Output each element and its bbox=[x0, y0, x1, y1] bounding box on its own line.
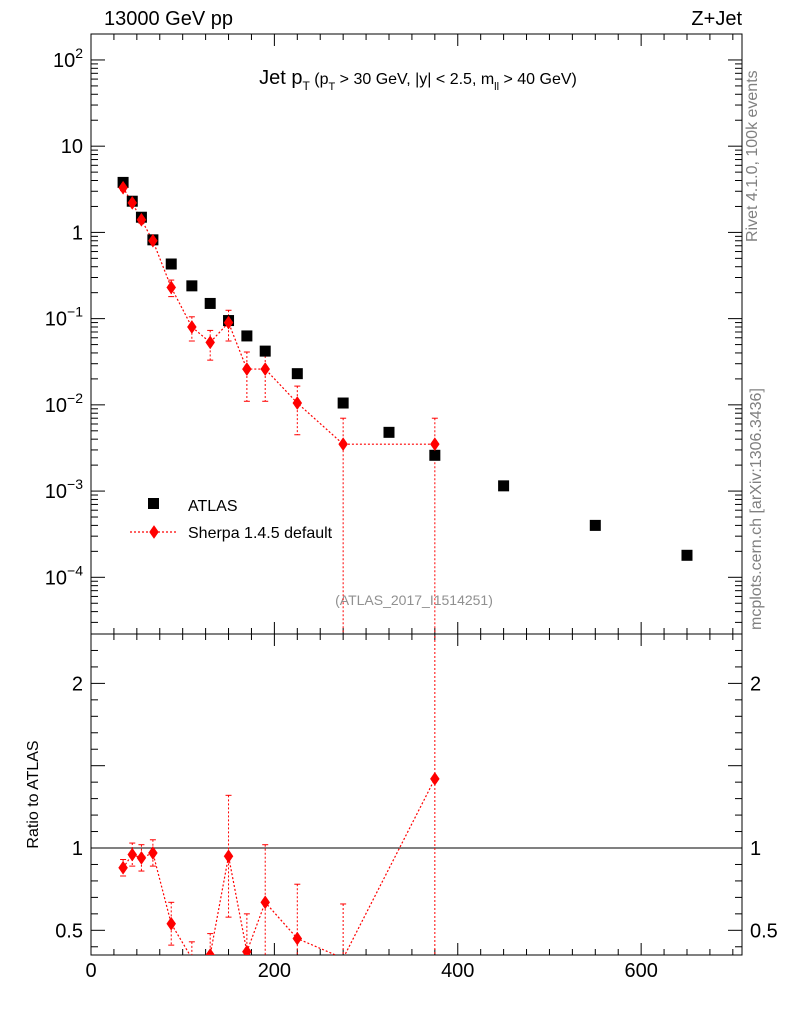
atlas-point bbox=[383, 426, 395, 438]
ratio-point bbox=[242, 944, 252, 955]
main-y-tick-label: 10−1 bbox=[45, 304, 83, 331]
ratio-y-tick-label: 0.5 bbox=[55, 920, 83, 942]
main-plot-area bbox=[117, 176, 693, 634]
sherpa-point bbox=[205, 335, 216, 350]
main-y-tick-label: 102 bbox=[53, 45, 83, 72]
legend-sherpa-marker bbox=[149, 525, 159, 539]
main-y-tick-label: 1 bbox=[72, 222, 83, 244]
sherpa-point bbox=[242, 362, 252, 377]
ratio-point bbox=[223, 849, 234, 864]
chart-title: Jet pT (pT > 30 GeV, |y| < 2.5, mll > 40… bbox=[259, 67, 577, 93]
sherpa-point bbox=[187, 320, 197, 334]
ratio-point bbox=[292, 931, 303, 946]
ratio-panel-frame bbox=[90, 633, 743, 956]
x-tick-label: 400 bbox=[441, 960, 474, 982]
x-tick-label: 0 bbox=[85, 960, 96, 982]
legend-atlas-label: ATLAS bbox=[188, 498, 238, 515]
atlas-point bbox=[165, 258, 177, 270]
ratio-point bbox=[136, 850, 147, 865]
atlas-point bbox=[429, 449, 441, 461]
main-y-tick-label: 10−3 bbox=[45, 476, 83, 503]
sherpa-point bbox=[292, 396, 303, 410]
analysis-id-label: (ATLAS_2017_I1514251) bbox=[335, 592, 493, 608]
x-tick-label: 200 bbox=[258, 960, 291, 982]
ratio-plot-area bbox=[118, 634, 440, 955]
x-tick-label: 600 bbox=[624, 960, 657, 982]
ratio-y-tick-label-right: 2 bbox=[750, 673, 761, 695]
ratio-y-tick-label: 2 bbox=[72, 673, 83, 695]
source-citation-label: mcplots.cern.ch [arXiv:1306.3436] bbox=[748, 388, 765, 630]
main-y-tick-label: 10−4 bbox=[45, 562, 83, 589]
atlas-point bbox=[291, 368, 303, 380]
ratio-point bbox=[260, 895, 271, 910]
ratio-y-tick-label-right: 0.5 bbox=[750, 920, 778, 942]
atlas-point bbox=[681, 549, 693, 561]
sherpa-point bbox=[430, 437, 440, 452]
rivet-version-label: Rivet 4.1.0, 100k events bbox=[744, 70, 761, 242]
ratio-point bbox=[166, 916, 177, 931]
sherpa-point bbox=[223, 315, 234, 330]
beam-label: 13000 GeV pp bbox=[104, 8, 233, 30]
ratio-point bbox=[127, 847, 138, 862]
atlas-point bbox=[259, 345, 271, 357]
ratio-y-tick-label: 1 bbox=[72, 838, 83, 860]
legend-sherpa-label: Sherpa 1.4.5 default bbox=[188, 525, 333, 542]
main-y-tick-label: 10 bbox=[61, 136, 83, 158]
process-label: Z+Jet bbox=[691, 8, 742, 30]
sherpa-point bbox=[148, 233, 158, 248]
ratio-y-axis-label: Ratio to ATLAS bbox=[25, 740, 42, 848]
atlas-point bbox=[186, 280, 198, 292]
atlas-point bbox=[589, 519, 601, 531]
sherpa-point bbox=[127, 195, 138, 210]
sherpa-point bbox=[166, 280, 177, 295]
sherpa-point bbox=[338, 437, 348, 452]
main-panel-frame bbox=[90, 33, 743, 635]
ratio-point bbox=[205, 948, 216, 955]
atlas-point bbox=[498, 480, 510, 492]
ratio-y-tick-label-right: 1 bbox=[750, 838, 761, 860]
ratio-point bbox=[148, 845, 158, 860]
atlas-point bbox=[337, 397, 349, 409]
sherpa-point bbox=[260, 362, 271, 377]
ratio-line bbox=[122, 778, 436, 955]
atlas-point bbox=[241, 330, 253, 342]
ratio-point bbox=[118, 860, 128, 875]
main-y-tick-label: 10−2 bbox=[45, 390, 83, 417]
sherpa-point bbox=[118, 180, 128, 195]
sherpa-point bbox=[136, 212, 147, 227]
sherpa-line bbox=[122, 187, 435, 445]
legend-atlas-marker bbox=[148, 498, 159, 509]
atlas-point bbox=[204, 297, 216, 309]
ratio-point bbox=[430, 771, 440, 786]
